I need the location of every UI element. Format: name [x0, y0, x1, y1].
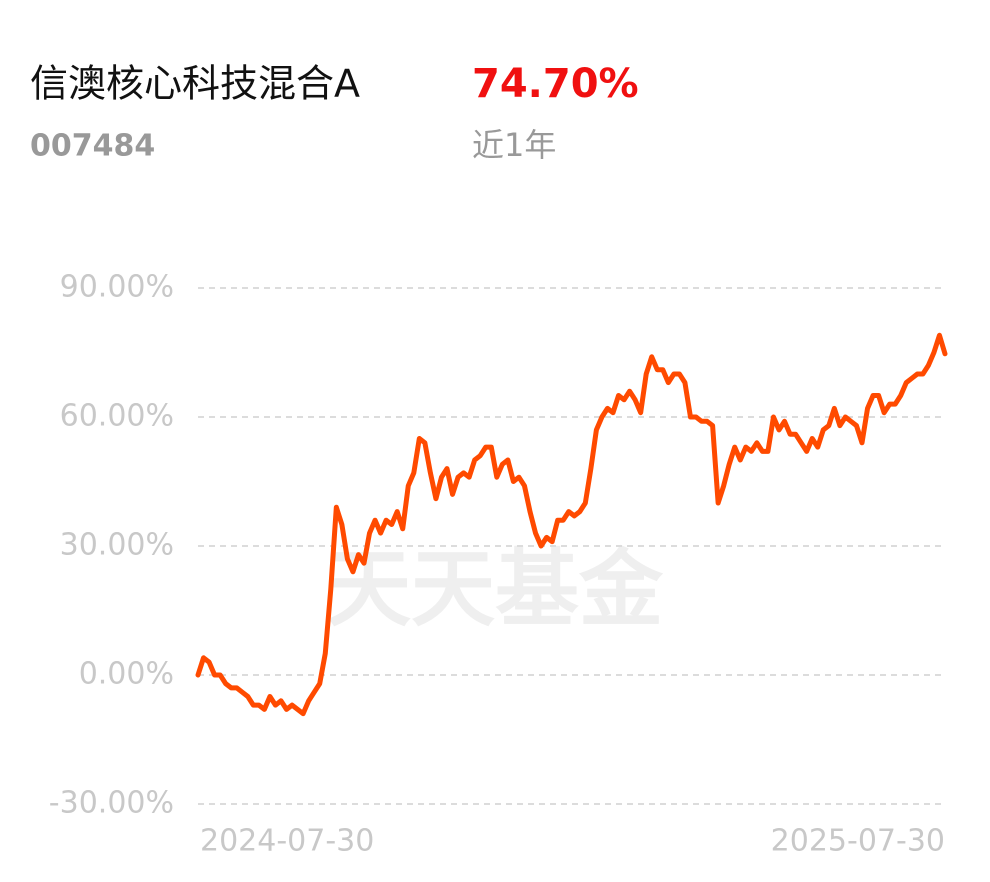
y-tick-label: 30.00%: [60, 528, 174, 563]
fund-code: 007484: [30, 129, 155, 164]
y-tick-label: -30.00%: [49, 786, 174, 821]
period-label: 近1年: [472, 126, 556, 164]
y-tick-label: 90.00%: [60, 270, 174, 305]
x-tick-label: 2025-07-30: [771, 824, 945, 859]
fund-name: 信澳核心科技混合A: [30, 62, 360, 106]
x-tick-label: 2024-07-30: [200, 824, 374, 859]
series-line: [195, 332, 948, 717]
y-tick-label: 60.00%: [60, 399, 174, 434]
watermark: 天天基金: [327, 540, 664, 638]
y-tick-label: 0.00%: [79, 657, 174, 692]
fund-return: 74.70%: [472, 61, 639, 107]
